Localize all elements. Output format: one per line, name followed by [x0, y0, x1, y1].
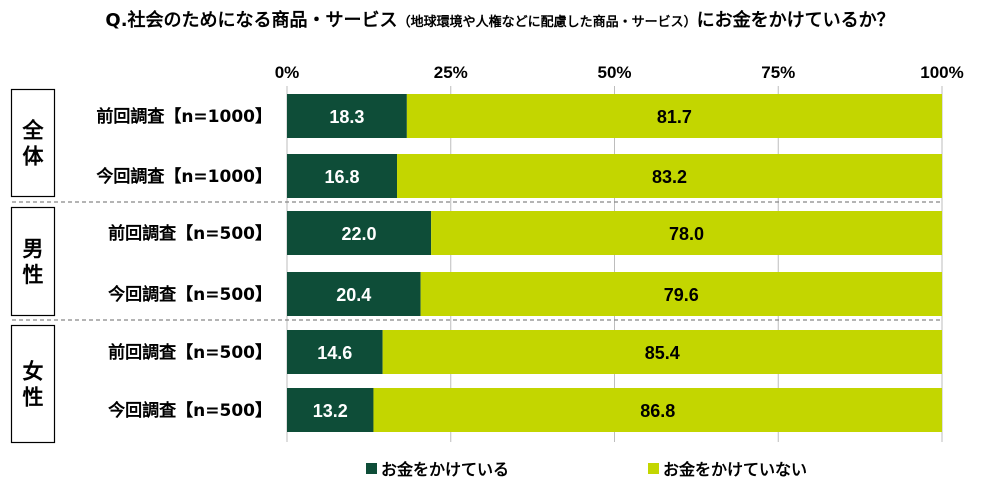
x-tick-label: 25%: [434, 63, 468, 82]
bar-segment-not-spending: [397, 154, 942, 198]
row-label: 今回調査【n=500】: [108, 400, 272, 421]
x-tick-label: 50%: [597, 63, 631, 82]
chart-title-suffix: にお金をかけているか？: [696, 10, 895, 31]
bar-segment-not-spending: [382, 330, 942, 374]
chart-title-note: （地球環境や人権などに配慮した商品・サービス）: [397, 15, 697, 30]
group-label-char: 女: [23, 360, 44, 384]
row-label: 前回調査【n=1000】: [96, 106, 272, 127]
stacked-bar-chart: 0% 25% 50% 75% 100% 全体 前回調査【n=1000】 18.3 81.7 今回調…: [10, 63, 964, 444]
data-label: 83.2: [652, 167, 687, 187]
bar-segment-not-spending: [406, 94, 942, 138]
group-label-box: [10, 324, 56, 444]
x-tick-label: 0%: [275, 63, 300, 82]
data-label: 14.6: [317, 343, 352, 363]
bar-segment-not-spending: [373, 388, 943, 432]
legend-item: お金をかけている: [366, 456, 509, 480]
row-label: 今回調査【n=500】: [108, 284, 272, 305]
group-label-char: 性: [23, 386, 44, 410]
bar-segment-not-spending: [420, 272, 942, 316]
group-label-char: 全: [22, 119, 45, 143]
legend-label: お金をかけていない: [663, 460, 808, 479]
data-label: 16.8: [324, 167, 359, 187]
data-label: 18.3: [329, 107, 364, 127]
group-label-box: [10, 206, 56, 317]
data-label: 13.2: [313, 401, 348, 421]
x-tick-label: 100%: [920, 63, 963, 82]
x-tick-label: 75%: [761, 63, 795, 82]
bar-segment-spending: [287, 94, 407, 138]
group-label-char: 性: [23, 263, 44, 287]
group-label-char: 体: [23, 145, 45, 169]
chart-title-main: Q.社会のためになる商品・サービス: [105, 10, 398, 31]
data-label: 79.6: [664, 285, 699, 305]
bar-segment-spending: [287, 272, 421, 316]
legend-label: お金をかけている: [381, 460, 510, 479]
data-label: 22.0: [342, 224, 377, 244]
legend: お金をかけている お金をかけていない: [0, 456, 1000, 484]
data-label: 78.0: [669, 224, 704, 244]
bar-segment-spending: [287, 388, 374, 432]
data-label: 86.8: [640, 401, 675, 421]
row-label: 今回調査【n=1000】: [96, 166, 272, 187]
legend-swatch: [648, 462, 659, 474]
bar-segment-spending: [287, 211, 432, 255]
legend-item: お金をかけていない: [648, 456, 807, 480]
bar-segment-not-spending: [431, 211, 942, 255]
row-label: 前回調査【n=500】: [108, 342, 272, 363]
row-label: 前回調査【n=500】: [108, 223, 272, 244]
data-label: 85.4: [645, 343, 680, 363]
bar-segment-spending: [287, 330, 383, 374]
legend-swatch: [366, 462, 377, 474]
bar-segment-spending: [287, 154, 398, 198]
group-label-box: [10, 88, 56, 198]
data-label: 20.4: [336, 285, 371, 305]
data-label: 81.7: [657, 107, 692, 127]
chart-title: Q.社会のためになる商品・サービス（地球環境や人権などに配慮した商品・サービス）…: [0, 6, 1000, 32]
group-label-char: 男: [23, 237, 44, 261]
